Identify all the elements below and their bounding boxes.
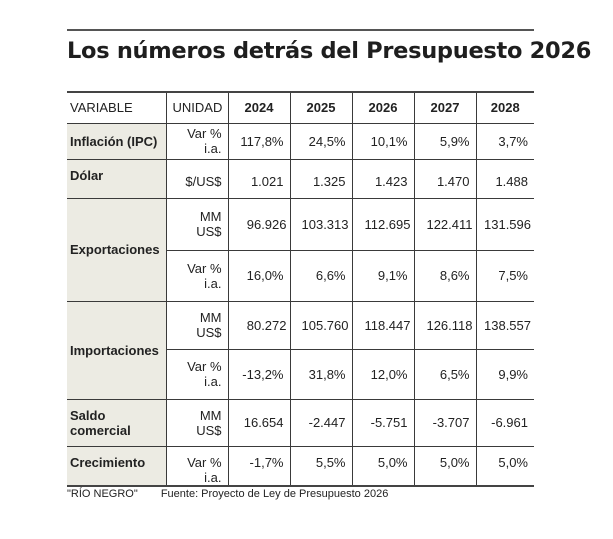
unit-cell: Var % i.a. xyxy=(165,122,229,160)
value-cell: -3.707 xyxy=(413,398,477,447)
value-cell: 122.411 xyxy=(413,197,477,251)
header-variable: VARIABLE xyxy=(67,91,167,124)
value-cell: 1.325 xyxy=(289,158,353,199)
table-row-importaciones-monto: Importaciones MM US$ 80.272 105.760 118.… xyxy=(67,300,534,400)
value-cell: 5,9% xyxy=(413,122,477,160)
page-title: Los números detrás del Presupuesto 2026 xyxy=(67,38,592,64)
unit-cell: Var % i.a. xyxy=(166,348,229,400)
footer: "RÍO NEGRO" Fuente: Proyecto de Ley de P… xyxy=(67,488,408,500)
value-cell: 1.488 xyxy=(475,158,534,199)
value-cell: 6,6% xyxy=(289,249,353,302)
value-cell: 9,9% xyxy=(475,348,534,400)
variable-label: Dólar xyxy=(67,158,167,199)
value-cell: 5,0% xyxy=(351,445,415,486)
header-year: 2027 xyxy=(413,91,477,124)
value-cell: 16.654 xyxy=(227,398,291,447)
value-cell: 24,5% xyxy=(289,122,353,160)
unit-cell: $/US$ xyxy=(165,158,229,199)
unit-cell: MM US$ xyxy=(165,398,229,447)
table-row-dolar: Dólar $/US$ 1.021 1.325 1.423 1.470 1.48… xyxy=(67,158,534,199)
unit-cell: MM US$ xyxy=(165,300,229,350)
budget-table: VARIABLE UNIDAD 2024 2025 2026 2027 2028… xyxy=(67,91,534,487)
header-unidad: UNIDAD xyxy=(165,91,229,124)
value-cell: 9,1% xyxy=(351,249,415,302)
table-row-saldo: Saldo comercial MM US$ 16.654 -2.447 -5.… xyxy=(67,398,534,447)
value-cell: 12,0% xyxy=(351,348,415,400)
source-note: Fuente: Proyecto de Ley de Presupuesto 2… xyxy=(160,488,389,500)
value-cell: 138.557 xyxy=(475,300,534,350)
value-cell: 5,0% xyxy=(413,445,477,486)
value-cell: 131.596 xyxy=(475,197,534,251)
variable-label: Crecimiento xyxy=(67,445,167,486)
value-cell: 5,5% xyxy=(289,445,353,486)
variable-label: Importaciones xyxy=(67,300,167,400)
table-row-exportaciones-var: Var % i.a. 16,0% 6,6% 9,1% 8,6% 7,5% xyxy=(67,249,534,302)
variable-text-line2: comercial xyxy=(70,422,131,438)
header-year: 2028 xyxy=(475,91,534,124)
value-cell: -5.751 xyxy=(351,398,415,447)
value-cell: 80.272 xyxy=(227,300,291,350)
value-cell: -1,7% xyxy=(227,445,291,486)
value-cell: 5,0% xyxy=(475,445,534,486)
value-cell: 112.695 xyxy=(351,197,415,251)
value-cell: 118.447 xyxy=(351,300,415,350)
table-row-exportaciones-monto: Exportaciones MM US$ 96.926 103.313 112.… xyxy=(67,197,534,302)
variable-text-line1: Saldo xyxy=(70,407,106,423)
variable-label: Saldo comercial xyxy=(67,398,167,447)
top-rule xyxy=(67,29,534,31)
value-cell: 103.313 xyxy=(289,197,353,251)
table-row-crecimiento: Crecimiento Var % i.a. -1,7% 5,5% 5,0% 5… xyxy=(67,445,534,486)
header-year: 2024 xyxy=(227,91,291,124)
value-cell: 10,1% xyxy=(351,122,415,160)
header-row: VARIABLE UNIDAD 2024 2025 2026 2027 2028 xyxy=(67,91,534,124)
header-year: 2026 xyxy=(351,91,415,124)
value-cell: 6,5% xyxy=(413,348,477,400)
value-cell: 1.423 xyxy=(351,158,415,199)
variable-text: Dólar xyxy=(70,167,104,183)
variable-label: Exportaciones xyxy=(67,197,167,302)
header-year: 2025 xyxy=(289,91,353,124)
value-cell: 3,7% xyxy=(475,122,534,160)
value-cell: -13,2% xyxy=(227,348,291,400)
value-cell: 7,5% xyxy=(475,249,534,302)
value-cell: 105.760 xyxy=(289,300,353,350)
value-cell: 117,8% xyxy=(227,122,291,160)
unit-cell: MM US$ xyxy=(165,197,229,251)
variable-label: Inflación (IPC) xyxy=(67,122,167,160)
value-cell: 126.118 xyxy=(413,300,477,350)
value-cell: -6.961 xyxy=(475,398,534,447)
table-row-inflacion: Inflación (IPC) Var % i.a. 117,8% 24,5% … xyxy=(67,122,534,160)
value-cell: 8,6% xyxy=(413,249,477,302)
credit: "RÍO NEGRO" xyxy=(67,488,138,500)
value-cell: 96.926 xyxy=(227,197,291,251)
unit-cell: Var % i.a. xyxy=(165,445,229,486)
value-cell: -2.447 xyxy=(289,398,353,447)
value-cell: 16,0% xyxy=(227,249,291,302)
value-cell: 1.021 xyxy=(227,158,291,199)
unit-cell: Var % i.a. xyxy=(166,249,229,302)
value-cell: 1.470 xyxy=(413,158,477,199)
value-cell: 31,8% xyxy=(289,348,353,400)
